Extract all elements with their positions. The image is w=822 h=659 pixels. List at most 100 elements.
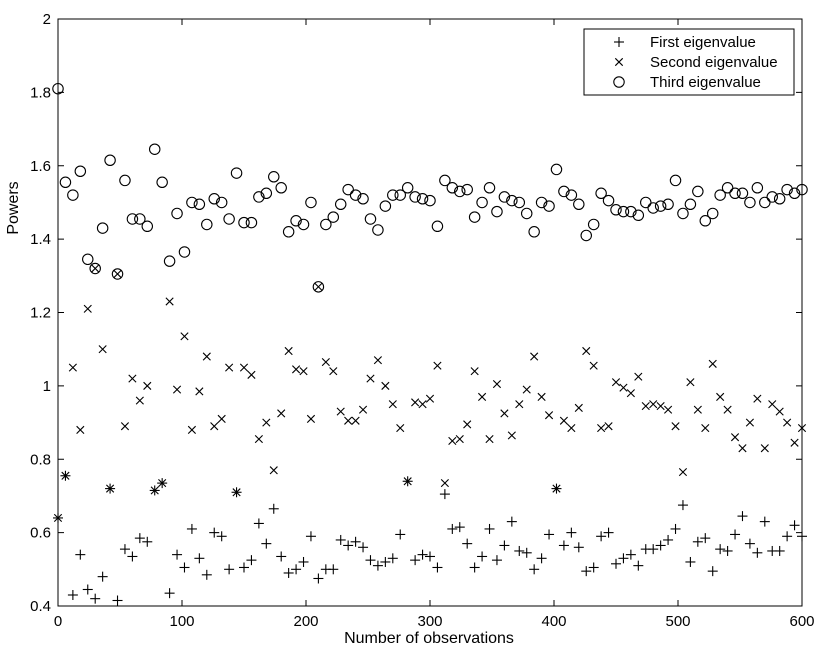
first-eigenvalue-point <box>477 551 488 562</box>
third-eigenvalue-point <box>573 198 585 211</box>
third-eigenvalue-point <box>640 196 652 209</box>
first-eigenvalue-point <box>774 545 785 556</box>
first-eigenvalue-point <box>469 562 480 573</box>
y-tick-label: 0.8 <box>30 451 51 468</box>
first-eigenvalue-point <box>365 555 376 566</box>
second-eigenvalue-point <box>98 345 107 354</box>
second-eigenvalue-point <box>232 488 241 497</box>
y-axis-title: Powers <box>5 181 22 234</box>
first-eigenvalue-point <box>521 547 532 558</box>
first-eigenvalue-point <box>201 569 212 580</box>
second-eigenvalue-point <box>544 411 554 420</box>
third-eigenvalue-point <box>416 193 429 205</box>
first-eigenvalue-point <box>529 564 540 575</box>
third-eigenvalue-point <box>119 174 131 187</box>
first-eigenvalue-point <box>603 527 614 538</box>
second-eigenvalue-point <box>187 425 197 434</box>
first-eigenvalue-point <box>90 593 101 604</box>
second-eigenvalue-point <box>358 405 368 414</box>
third-eigenvalue-point <box>654 200 667 212</box>
second-eigenvalue-point <box>716 392 725 401</box>
third-eigenvalue-point <box>796 183 808 196</box>
series-plus <box>53 470 807 606</box>
first-eigenvalue-point <box>142 536 153 547</box>
second-eigenvalue-point <box>738 444 747 453</box>
first-eigenvalue-point <box>752 547 763 558</box>
third-eigenvalue-point <box>454 185 466 198</box>
first-eigenvalue-point <box>685 556 696 567</box>
third-eigenvalue-point <box>163 255 176 267</box>
second-eigenvalue-point <box>396 423 405 433</box>
second-eigenvalue-point <box>686 378 695 387</box>
second-eigenvalue-point <box>537 392 546 401</box>
third-eigenvalue-point <box>67 189 79 201</box>
third-eigenvalue-point <box>104 154 116 166</box>
third-eigenvalue-point <box>439 174 451 187</box>
third-eigenvalue-point <box>610 204 622 216</box>
y-tick-label: 1 <box>43 378 51 395</box>
first-eigenvalue-point <box>722 545 733 556</box>
second-eigenvalue-point <box>225 363 234 372</box>
third-eigenvalue-point <box>647 202 659 214</box>
x-tick-label: 100 <box>169 613 194 630</box>
second-eigenvalue-point <box>247 370 256 379</box>
second-eigenvalue-point <box>210 422 219 431</box>
first-eigenvalue-point <box>246 555 257 566</box>
second-eigenvalue-point <box>366 374 375 383</box>
x-tick-label: 400 <box>541 613 566 630</box>
first-eigenvalue-point <box>291 564 302 575</box>
first-eigenvalue-point <box>596 531 607 542</box>
second-eigenvalue-point <box>745 418 755 427</box>
third-eigenvalue-point <box>550 163 563 176</box>
third-eigenvalue-point <box>59 176 72 189</box>
third-eigenvalue-point <box>282 226 295 238</box>
second-eigenvalue-point <box>500 409 509 418</box>
first-eigenvalue-point <box>715 544 726 555</box>
second-eigenvalue-point <box>291 365 301 374</box>
first-eigenvalue-point <box>387 553 398 564</box>
third-eigenvalue-point <box>96 222 109 234</box>
second-eigenvalue-point <box>649 400 658 409</box>
second-eigenvalue-point <box>306 414 316 423</box>
third-eigenvalue-point <box>535 196 548 209</box>
third-eigenvalue-point <box>580 229 592 242</box>
plot-frame <box>57 18 803 607</box>
first-eigenvalue-point <box>164 588 175 599</box>
second-eigenvalue-point <box>730 433 740 442</box>
second-eigenvalue-point <box>381 381 390 390</box>
first-eigenvalue-point <box>253 518 264 529</box>
second-eigenvalue-point <box>492 379 502 389</box>
first-eigenvalue-point <box>536 553 547 564</box>
first-eigenvalue-point <box>119 544 130 555</box>
second-eigenvalue-point <box>165 297 174 306</box>
legend-label: Third eigenvalue <box>650 74 761 91</box>
first-eigenvalue-point <box>744 538 755 549</box>
third-eigenvalue-point <box>342 183 354 196</box>
third-eigenvalue-point <box>476 196 488 209</box>
third-eigenvalue-point <box>409 191 421 203</box>
first-eigenvalue-point <box>491 555 502 566</box>
third-eigenvalue-point <box>230 167 243 179</box>
y-tick-label: 1.4 <box>30 231 51 248</box>
second-eigenvalue-point <box>150 486 159 495</box>
first-eigenvalue-point <box>216 531 227 542</box>
second-eigenvalue-point <box>299 367 308 376</box>
second-eigenvalue-point <box>559 416 569 425</box>
third-eigenvalue-point <box>74 165 87 178</box>
third-eigenvalue-point <box>424 194 436 207</box>
third-eigenvalue-point <box>699 215 712 227</box>
first-eigenvalue-point <box>261 538 272 549</box>
first-eigenvalue-point <box>700 533 711 544</box>
first-eigenvalue-point <box>573 542 584 553</box>
third-eigenvalue-point <box>215 196 228 209</box>
first-eigenvalue-point <box>782 531 793 542</box>
third-eigenvalue-point <box>721 182 734 194</box>
second-eigenvalue-point <box>552 484 561 493</box>
first-eigenvalue-point <box>283 567 294 578</box>
third-eigenvalue-point <box>781 183 793 196</box>
second-eigenvalue-point <box>83 304 92 313</box>
second-eigenvalue-point <box>760 444 769 453</box>
third-eigenvalue-point <box>446 182 459 194</box>
third-eigenvalue-point <box>684 198 697 211</box>
